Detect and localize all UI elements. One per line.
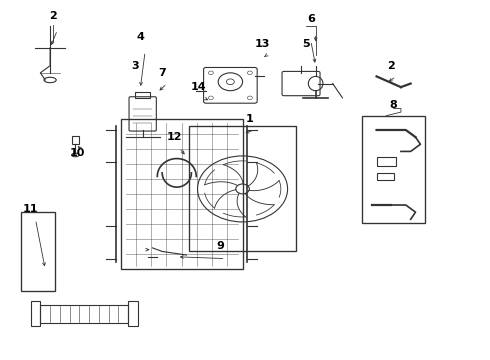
Bar — [362, 116, 425, 223]
Bar — [40, 305, 128, 323]
Bar — [135, 93, 150, 98]
Bar — [121, 119, 243, 269]
Text: 4: 4 — [136, 32, 144, 42]
Text: 2: 2 — [49, 11, 56, 21]
Text: 1: 1 — [246, 114, 254, 124]
Bar — [30, 301, 40, 327]
Bar — [376, 157, 396, 166]
Text: 7: 7 — [158, 68, 166, 78]
Bar — [128, 301, 138, 327]
Text: 6: 6 — [307, 14, 315, 24]
Text: 11: 11 — [23, 203, 38, 213]
Text: 3: 3 — [131, 61, 139, 71]
Bar — [21, 212, 55, 291]
Text: 9: 9 — [217, 241, 224, 251]
Text: 12: 12 — [167, 132, 182, 142]
Bar — [189, 126, 296, 251]
Text: 5: 5 — [302, 39, 310, 49]
Text: 2: 2 — [387, 61, 395, 71]
Bar — [376, 173, 393, 180]
Text: 13: 13 — [254, 39, 270, 49]
Text: 14: 14 — [191, 82, 206, 92]
Text: 8: 8 — [390, 100, 397, 110]
Bar — [72, 136, 79, 144]
Text: 10: 10 — [69, 148, 85, 158]
